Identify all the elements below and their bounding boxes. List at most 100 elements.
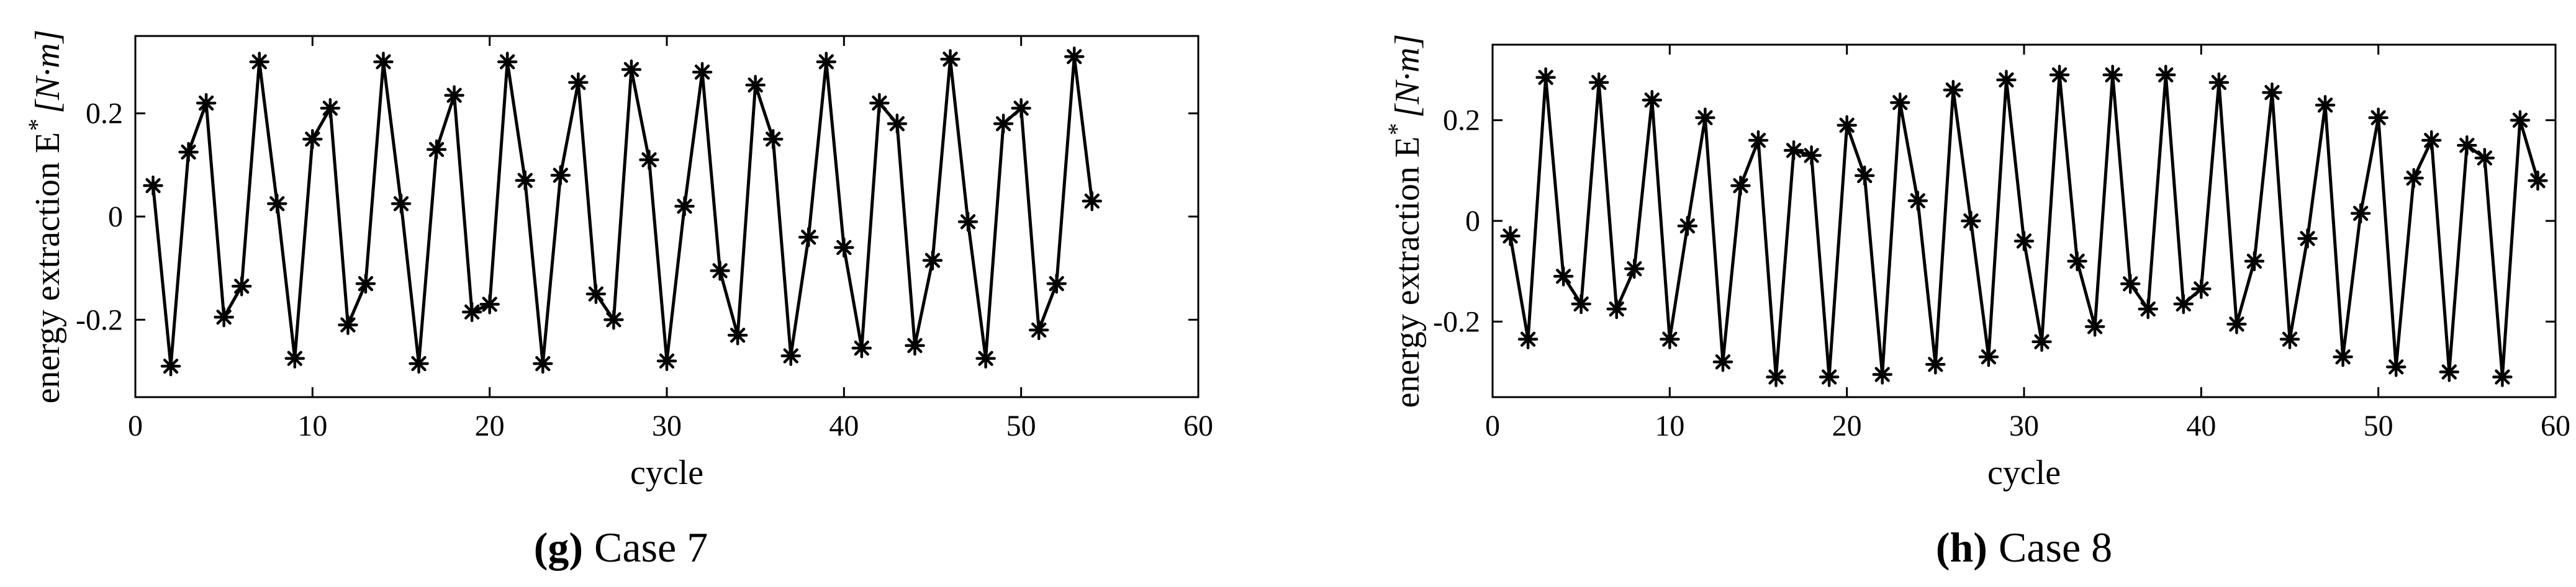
data-point bbox=[1660, 329, 1680, 349]
data-point bbox=[2528, 170, 2548, 191]
data-point bbox=[1837, 115, 1857, 136]
data-point bbox=[1028, 320, 1049, 341]
data-point bbox=[2208, 72, 2230, 93]
y-axis-label: energy extraction E* [N·m] bbox=[23, 30, 67, 404]
data-point bbox=[515, 170, 535, 191]
y-axis-label-superscript: * bbox=[1383, 124, 1411, 137]
x-tick-label: 50 bbox=[1006, 410, 1036, 442]
data-point bbox=[993, 114, 1014, 134]
data-point bbox=[2102, 65, 2123, 85]
data-point bbox=[1064, 47, 1085, 67]
chart-panel-case-8: -0.2 0 0.2 0 10 20 30 40 50 60 cycle energy extr… bbox=[1383, 34, 2570, 571]
data-point bbox=[1082, 190, 1103, 212]
data-point bbox=[1712, 351, 1733, 372]
data-point bbox=[479, 294, 500, 315]
data-point bbox=[727, 325, 748, 346]
data-point bbox=[550, 165, 571, 186]
data-point bbox=[143, 175, 163, 196]
data-point bbox=[2333, 346, 2353, 367]
series-line bbox=[1509, 73, 2539, 379]
data-point bbox=[409, 353, 429, 374]
data-point bbox=[957, 212, 978, 232]
data-point bbox=[1730, 175, 1751, 196]
data-point bbox=[639, 150, 659, 170]
data-point bbox=[1606, 298, 1627, 320]
data-point bbox=[922, 250, 943, 271]
data-point bbox=[1571, 294, 1591, 315]
caption-letter: (g) bbox=[534, 524, 583, 571]
data-point bbox=[2031, 331, 2052, 352]
data-point bbox=[461, 302, 482, 323]
x-tick-label: 40 bbox=[2186, 410, 2216, 442]
data-point bbox=[2262, 82, 2282, 103]
x-tick-label: 30 bbox=[652, 410, 682, 442]
data-point bbox=[355, 273, 376, 294]
x-tick-label: 30 bbox=[2009, 410, 2039, 442]
data-point bbox=[905, 335, 925, 356]
data-point bbox=[2368, 107, 2388, 128]
data-point bbox=[196, 92, 217, 114]
data-point bbox=[391, 193, 412, 214]
data-point bbox=[2457, 135, 2477, 156]
caption-letter: (h) bbox=[1936, 524, 1987, 571]
data-point bbox=[2385, 357, 2407, 377]
data-point bbox=[320, 98, 341, 119]
data-point bbox=[1695, 107, 1715, 128]
data-point bbox=[426, 139, 447, 160]
x-axis-ticks: 0 10 20 30 40 50 60 bbox=[1485, 45, 2570, 442]
data-point bbox=[692, 61, 713, 83]
data-point bbox=[2120, 274, 2141, 294]
x-axis-label: cycle bbox=[1987, 454, 2061, 492]
data-point bbox=[249, 52, 269, 72]
y-axis-label-unit: [N·m] bbox=[1388, 34, 1427, 118]
data-point bbox=[940, 49, 960, 69]
data-point bbox=[851, 338, 872, 359]
data-point bbox=[2439, 362, 2460, 382]
y-tick-label: -0.2 bbox=[76, 303, 123, 336]
data-point bbox=[816, 52, 837, 72]
data-point bbox=[231, 276, 252, 297]
x-axis-ticks: 0 10 20 30 40 50 60 bbox=[128, 36, 1213, 442]
data-point bbox=[2350, 203, 2371, 224]
y-tick-label: -0.2 bbox=[1433, 305, 1480, 338]
data-point bbox=[533, 353, 553, 374]
y-axis-label-main: energy extraction E bbox=[1388, 137, 1427, 408]
data-point bbox=[1517, 329, 1539, 349]
data-point bbox=[1748, 130, 1769, 151]
data-point bbox=[444, 85, 464, 105]
data-point bbox=[1624, 258, 1645, 279]
data-point bbox=[2403, 168, 2424, 189]
data-point bbox=[1925, 354, 1946, 375]
data-point bbox=[302, 129, 323, 150]
data-point bbox=[1943, 79, 1964, 101]
data-point bbox=[1872, 364, 1892, 385]
series-markers bbox=[143, 47, 1103, 377]
y-axis-ticks: -0.2 0 0.2 bbox=[76, 97, 1198, 336]
data-point bbox=[621, 59, 642, 80]
data-point bbox=[2013, 231, 2035, 251]
y-axis-label-main: energy extraction E bbox=[29, 132, 67, 403]
data-point bbox=[1996, 69, 2017, 91]
y-axis-ticks: -0.2 0 0.2 bbox=[1433, 104, 2556, 338]
x-tick-label: 10 bbox=[1655, 410, 1684, 442]
x-tick-label: 0 bbox=[1485, 410, 1500, 442]
panel-caption: (h) Case 8 bbox=[1936, 524, 2112, 571]
x-tick-label: 0 bbox=[128, 410, 143, 442]
data-point bbox=[1553, 266, 1574, 287]
data-point bbox=[762, 129, 784, 150]
data-point bbox=[656, 351, 677, 372]
y-tick-label: 0.2 bbox=[1443, 104, 1480, 137]
data-point bbox=[887, 114, 908, 134]
data-point bbox=[2156, 65, 2176, 85]
data-point bbox=[603, 310, 624, 330]
data-point bbox=[1978, 346, 1999, 367]
data-point bbox=[1819, 367, 1840, 387]
x-tick-label: 60 bbox=[2541, 410, 2570, 442]
x-tick-label: 20 bbox=[1832, 410, 1862, 442]
data-point bbox=[745, 74, 766, 96]
chart-panel-case-7: -0.2 0 0.2 0 10 20 30 40 50 60 cycle energy extr… bbox=[23, 30, 1213, 571]
series-markers bbox=[1500, 65, 2548, 387]
data-point bbox=[674, 196, 695, 217]
data-point bbox=[1046, 273, 1067, 294]
